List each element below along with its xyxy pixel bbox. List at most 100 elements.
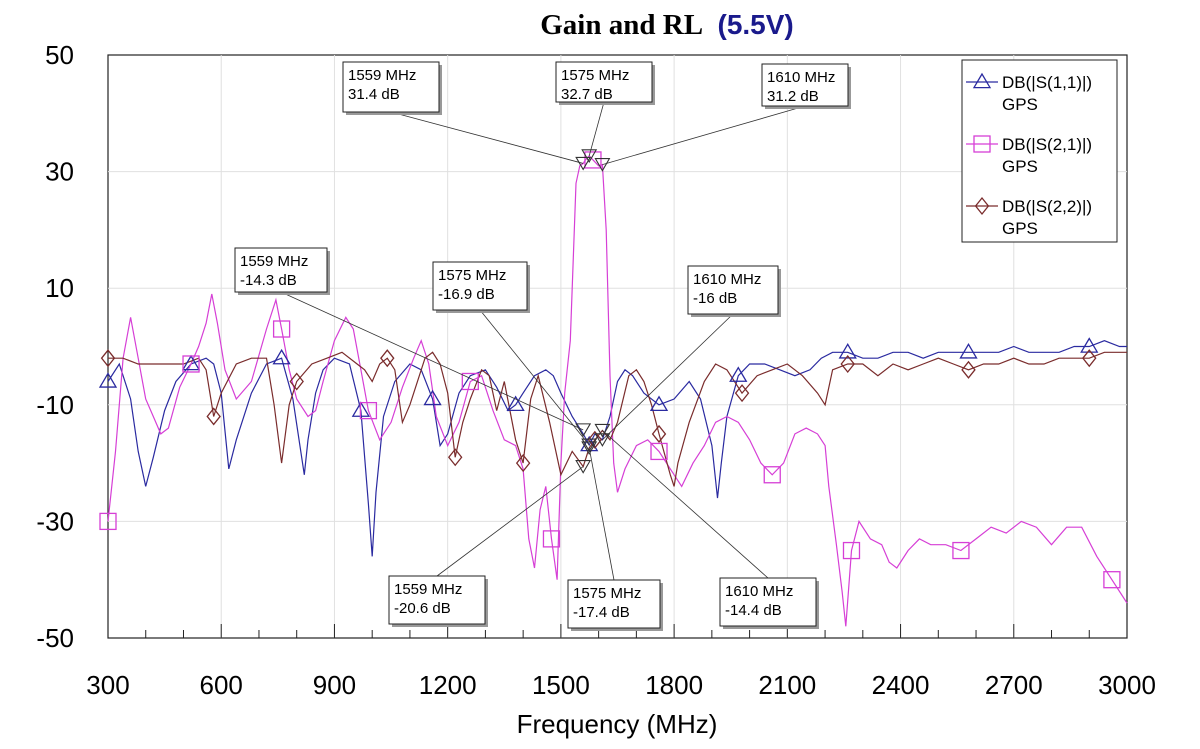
series-1-symbol <box>98 372 118 388</box>
series-2-symbol <box>952 541 970 560</box>
series-3-symbol <box>515 454 531 473</box>
callout-value: -14.3 dB <box>240 272 297 289</box>
callout-frequency: 1610 MHz <box>725 583 793 600</box>
plot-area <box>98 151 1128 627</box>
series-2-symbol <box>542 530 561 548</box>
callout-box <box>567 579 661 629</box>
x-tick-label: 2400 <box>872 670 930 700</box>
callout-box <box>555 61 653 103</box>
callout-frequency: 1575 MHz <box>561 67 629 84</box>
x-tick-label: 900 <box>313 670 356 700</box>
y-tick-label: 10 <box>45 273 74 303</box>
callout-box <box>234 247 328 293</box>
series-3-symbol <box>100 349 116 368</box>
callout-frequency: 1575 MHz <box>438 267 506 284</box>
callout-leader <box>602 313 734 441</box>
series-2-symbol <box>182 355 200 373</box>
series-3-symbol <box>587 430 603 449</box>
series-2-symbol <box>763 466 781 484</box>
legend-series-sub: GPS <box>1002 219 1038 238</box>
legend-box <box>961 59 1118 243</box>
callout-frequency: 1575 MHz <box>573 585 641 602</box>
series-line-3 <box>108 351 1127 487</box>
callout-value: 31.2 dB <box>767 88 819 105</box>
series-3-symbol <box>961 360 976 379</box>
callout-leader <box>436 466 584 577</box>
callout-leader <box>602 105 806 165</box>
data-marker-symbol <box>575 460 592 474</box>
data-marker-symbol <box>575 423 592 437</box>
callout-frequency: 1559 MHz <box>240 253 308 270</box>
legend-series-name: DB(|S(1,1)|) <box>1002 73 1092 92</box>
y-tick-label: 30 <box>45 157 74 187</box>
marker-annotations: 1559 MHz 31.4 dB 1575 MHz 32.7 dB 1610 MHz 31… <box>234 61 851 631</box>
series-1-symbol <box>649 395 669 412</box>
series-3-symbol <box>840 354 855 374</box>
series-2-symbol <box>359 401 378 420</box>
callout-value: 31.4 dB <box>348 86 400 103</box>
callout-value: 32.7 dB <box>561 86 613 103</box>
x-axis-label: Frequency (MHz) <box>517 709 718 739</box>
series-2-symbol <box>650 442 668 461</box>
callout-box <box>719 577 817 627</box>
legend: DB(|S(1,1)|) GPS DB(|S(2,1)|) GPS DB(|S(2,2)… <box>961 59 1118 243</box>
y-tick-label: -50 <box>36 623 74 653</box>
callout-leader <box>390 111 584 164</box>
callout-box <box>342 61 440 113</box>
series-3-symbol <box>1082 349 1097 368</box>
series-1-symbol <box>506 395 525 412</box>
callout-box <box>761 63 849 107</box>
callout-leader <box>280 291 584 431</box>
callout-value: -16 dB <box>693 290 737 307</box>
callout-frequency: 1559 MHz <box>348 67 416 84</box>
callout-leader <box>588 101 605 156</box>
data-marker-symbol <box>594 433 611 447</box>
legend-swatch-symbol <box>972 72 992 89</box>
callout-box <box>687 265 779 315</box>
legend-series-sub: GPS <box>1002 95 1038 114</box>
y-tick-label: -30 <box>36 506 74 536</box>
x-tick-label: 2700 <box>985 670 1043 700</box>
chart-title-voltage: (5.5V) <box>718 9 794 40</box>
legend-series-sub: GPS <box>1002 157 1038 176</box>
legend-series-name: DB(|S(2,2)|) <box>1002 197 1092 216</box>
series-2-symbol <box>584 151 602 169</box>
callout-value: -14.4 dB <box>725 602 782 619</box>
x-tick-label: 1800 <box>645 670 703 700</box>
callout-value: -20.6 dB <box>394 600 451 617</box>
x-tick-label: 1500 <box>532 670 590 700</box>
series-3-symbol <box>447 448 463 467</box>
x-tick-labels: 300 600 900 1200 1500 1800 2100 2400 2700 3000 <box>86 670 1156 700</box>
callout-frequency: 1559 MHz <box>394 581 462 598</box>
series-3-symbol <box>734 384 750 403</box>
callout-value: -17.4 dB <box>573 604 630 621</box>
series-3-symbol <box>380 349 395 368</box>
series-2-symbol <box>272 320 291 338</box>
y-tick-label: -10 <box>36 390 74 420</box>
legend-swatch-symbol <box>973 135 991 153</box>
data-marker-symbol <box>581 149 598 163</box>
legend-swatch-symbol <box>974 196 990 216</box>
data-marker-symbol <box>575 156 592 171</box>
x-tick-label: 2100 <box>758 670 816 700</box>
series-2-symbol <box>99 512 117 531</box>
chart-title-main: Gain and RL <box>540 9 703 41</box>
series-2-symbol <box>461 372 479 391</box>
series-markers <box>98 151 1121 589</box>
data-marker-symbol <box>581 441 598 456</box>
x-tick-label: 600 <box>200 670 243 700</box>
series-1-symbol <box>1080 337 1099 353</box>
series-3-symbol <box>289 372 304 391</box>
chart-title: Gain and RL (5.5V) <box>540 9 794 41</box>
callout-box <box>388 575 486 625</box>
series-line-1 <box>107 340 1127 557</box>
callout-box <box>432 261 528 311</box>
series-1-symbol <box>959 343 978 359</box>
series-3-symbol <box>651 424 667 443</box>
callout-value: -16.9 dB <box>438 286 495 303</box>
data-marker-symbol <box>581 438 598 453</box>
series-1-symbol <box>423 389 442 406</box>
series-2-symbol <box>1103 571 1121 589</box>
series-1-symbol <box>729 366 748 382</box>
